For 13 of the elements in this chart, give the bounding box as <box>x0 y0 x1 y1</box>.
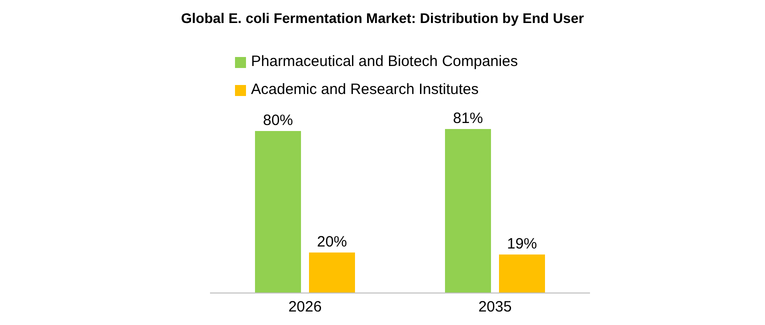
x-tick-label: 2026 <box>288 298 322 316</box>
legend-label: Academic and Research Institutes <box>251 80 479 100</box>
bar <box>499 254 545 293</box>
bar <box>309 252 355 293</box>
data-label: 20% <box>316 234 348 251</box>
data-label: 81% <box>452 110 484 127</box>
bar <box>445 129 491 293</box>
data-label: 19% <box>506 236 538 253</box>
x-tick-label: 2035 <box>478 298 512 316</box>
data-label: 80% <box>262 112 294 130</box>
legend-label: Pharmaceutical and Biotech Companies <box>251 52 518 72</box>
bar <box>255 131 301 293</box>
chart-title: Global E. coli Fermentation Market: Distribution by End User <box>180 10 585 26</box>
